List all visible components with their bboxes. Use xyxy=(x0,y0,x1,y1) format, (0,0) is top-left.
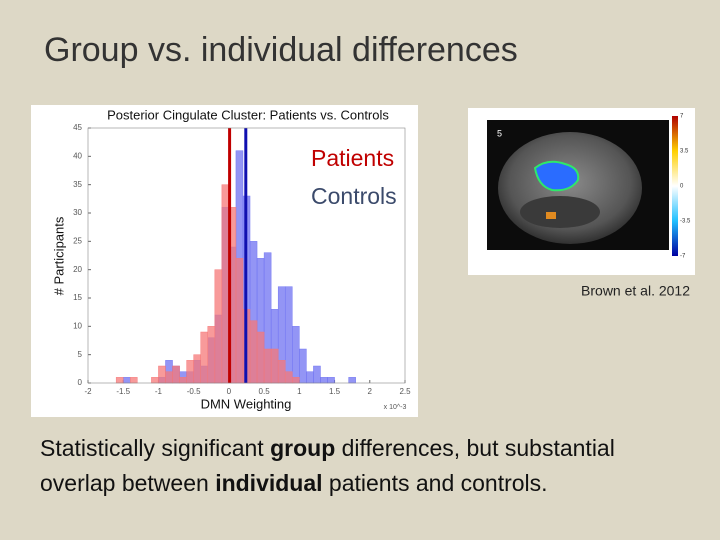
bar xyxy=(292,326,300,384)
caption-bold: individual xyxy=(215,470,322,496)
bar xyxy=(186,360,194,384)
x-tick-label: -1.5 xyxy=(116,387,130,396)
cluster-orange xyxy=(546,212,556,219)
caption-line: Statistically significant group differen… xyxy=(40,435,615,461)
x-tick-label: 1 xyxy=(297,387,302,396)
y-tick-label: 15 xyxy=(73,293,82,302)
caption-text: differences, but substantial xyxy=(335,435,615,461)
bar xyxy=(130,377,138,384)
colorbar xyxy=(672,116,678,256)
colorbar-label: -3.5 xyxy=(680,219,691,225)
histogram: Posterior Cingulate Cluster: Patients vs… xyxy=(51,107,411,411)
cluster-blob xyxy=(533,160,580,192)
x-tick-label: -0.5 xyxy=(187,387,201,396)
legend-entry: Patients xyxy=(311,145,394,171)
bar xyxy=(292,377,300,384)
bar xyxy=(221,184,230,384)
x-tick-label: 0 xyxy=(227,387,232,396)
chart-title: Posterior Cingulate Cluster: Patients vs… xyxy=(107,107,389,122)
legend-entry: Controls xyxy=(311,183,397,209)
bar xyxy=(256,331,265,384)
bar xyxy=(207,326,216,384)
y-tick-label: 10 xyxy=(73,321,82,330)
bar xyxy=(284,371,293,384)
caption-text: patients and controls. xyxy=(323,470,548,496)
brain-figure: 5 7 3.5 0 -3.5 -7 xyxy=(468,108,695,275)
caption: Statistically significant group differen… xyxy=(40,435,615,496)
bar xyxy=(172,365,180,384)
caption-text: Statistically significant xyxy=(40,435,270,461)
y-tick-label: 40 xyxy=(73,151,82,160)
bar xyxy=(306,371,314,384)
x-tick-label: 2 xyxy=(368,387,373,396)
bar xyxy=(249,320,258,384)
bar xyxy=(313,365,321,384)
x-tick-label: 2.5 xyxy=(399,387,411,396)
bar xyxy=(122,377,131,384)
colorbar-label: -7 xyxy=(680,254,686,260)
y-tick-label: 30 xyxy=(73,208,82,217)
y-axis-label: # Participants xyxy=(51,216,66,295)
x-tick-label: 1.5 xyxy=(329,387,341,396)
bar xyxy=(179,377,187,384)
x-tick-label: -2 xyxy=(84,387,92,396)
bar xyxy=(270,348,279,384)
x-tick-label: -1 xyxy=(155,387,163,396)
bar xyxy=(284,286,293,384)
colorbar-label: 7 xyxy=(680,114,684,120)
bar xyxy=(320,377,328,384)
x-axis-label: DMN Weighting xyxy=(201,396,292,411)
bar xyxy=(263,348,272,384)
y-tick-label: 25 xyxy=(73,236,82,245)
bar xyxy=(158,365,166,384)
bar xyxy=(193,354,201,384)
y-tick-label: 5 xyxy=(78,350,83,359)
y-tick-label: 35 xyxy=(73,180,82,189)
bar xyxy=(327,377,335,384)
bar xyxy=(214,269,223,384)
panel-label: 5 xyxy=(497,128,502,138)
bar xyxy=(235,258,244,384)
bar xyxy=(165,371,173,384)
x-scale-label: x 10^-3 xyxy=(384,404,407,411)
plot-frame xyxy=(87,127,406,384)
caption-bold: group xyxy=(270,435,335,461)
y-tick-label: 45 xyxy=(73,123,82,132)
caption-text: overlap between xyxy=(40,470,215,496)
brainstem xyxy=(520,196,600,228)
bar xyxy=(151,377,159,384)
y-tick-label: 0 xyxy=(78,378,83,387)
colorbar-label: 3.5 xyxy=(680,149,689,155)
y-tick-label: 20 xyxy=(73,265,82,274)
citation: Brown et al. 2012 xyxy=(581,283,690,299)
slide-title: Group vs. individual differences xyxy=(44,31,518,69)
bar xyxy=(115,377,124,384)
caption-line: overlap between individual patients and … xyxy=(40,470,548,496)
bar xyxy=(348,377,356,384)
x-tick-label: 0.5 xyxy=(259,387,271,396)
colorbar-label: 0 xyxy=(680,184,684,190)
bar xyxy=(277,360,286,384)
bar xyxy=(200,331,209,384)
bar xyxy=(299,348,307,384)
colorbar-labels: 7 3.5 0 -3.5 -7 xyxy=(680,114,691,260)
